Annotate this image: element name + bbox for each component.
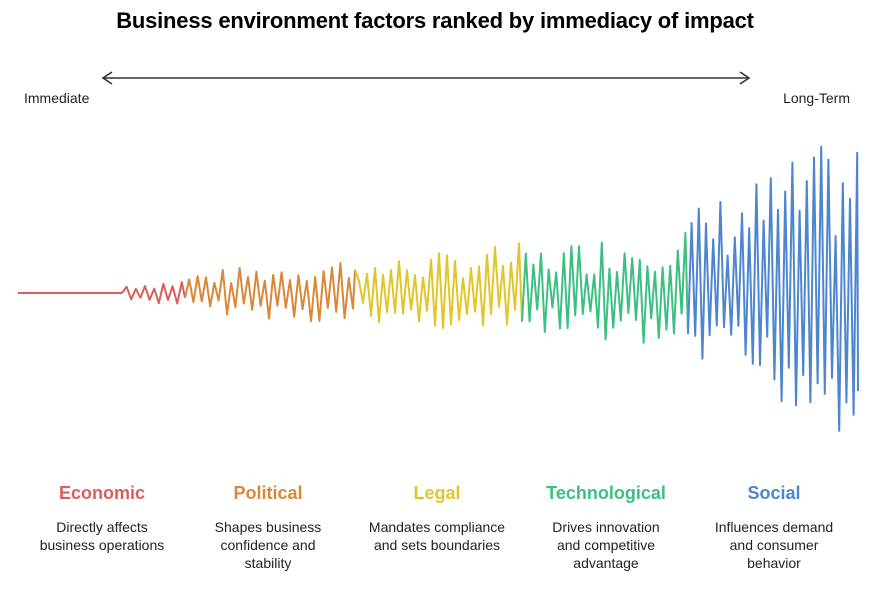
- social-wave: [687, 145, 859, 432]
- arrowhead-left: [101, 71, 113, 85]
- factor-economic: Economic Directly affects business opera…: [17, 483, 187, 554]
- factor-political: Political Shapes business confidence and…: [183, 483, 353, 572]
- factor-name: Technological: [546, 483, 666, 503]
- factor-description: Shapes business confidence and stability: [214, 519, 322, 571]
- factor-name: Economic: [58, 483, 146, 503]
- factor-description: Drives innovation and competitive advant…: [552, 519, 660, 571]
- diagram-title: Business environment factors ranked by i…: [116, 8, 754, 33]
- factor-name: Political: [233, 483, 303, 503]
- signal-waves: [18, 145, 859, 432]
- immediate-label: Immediate: [24, 90, 90, 106]
- factor-social: Social Influences demand and consumer be…: [689, 483, 859, 572]
- long-term-label: Long-Term: [783, 90, 850, 106]
- factor-name: Social: [747, 483, 801, 503]
- factor-name: Legal: [413, 483, 461, 503]
- factor-description: Mandates compliance and sets boundaries: [368, 519, 506, 553]
- factor-technological: Technological Drives innovation and comp…: [521, 483, 691, 572]
- legal-wave: [354, 242, 523, 330]
- factor-description: Influences demand and consumer behavior: [714, 519, 834, 571]
- political-wave: [184, 262, 356, 323]
- factor-description: Directly affects business operations: [39, 519, 165, 553]
- arrowhead-right: [739, 71, 751, 85]
- technological-wave: [521, 231, 689, 344]
- factor-legal: Legal Mandates compliance and sets bound…: [352, 483, 522, 554]
- time-axis-arrow: [101, 71, 751, 85]
- economic-wave: [121, 281, 186, 305]
